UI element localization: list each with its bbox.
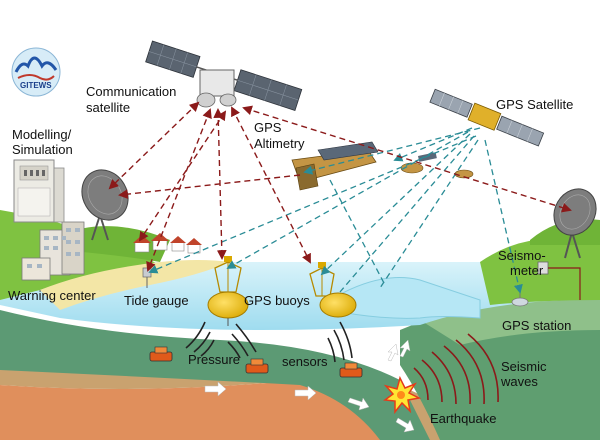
gps-buoys-label: GPS buoys [244, 293, 310, 308]
seismic-wave-arcs [413, 333, 499, 405]
sensors-label: sensors [282, 354, 328, 369]
pressure-label: Pressure [188, 352, 241, 367]
communication-satellite-icon [145, 40, 303, 111]
beach [40, 260, 230, 310]
gps-sat-label: GPS Satellite [496, 97, 574, 112]
modelling-label-1: Modelling/ [12, 127, 72, 142]
gps-buoy-left [207, 256, 249, 326]
gps-buoy-right [309, 262, 357, 318]
continental-upper [420, 290, 600, 345]
warning-center-building [21, 221, 85, 281]
modelling-label-2: Simulation [12, 142, 73, 157]
earthquake-icon [383, 375, 422, 415]
warning-center-label: Warning center [8, 288, 96, 303]
tide-gauge-label: Tide gauge [124, 293, 189, 308]
seismic-waves-label-1: Seismic [501, 359, 547, 374]
comm-sat-label-1: Communication [86, 84, 177, 99]
seismometer-icon [537, 261, 581, 300]
earthquake-label: Earthquake [430, 411, 497, 426]
gps-station-icon [511, 290, 529, 307]
seismometer-label-2: meter [510, 263, 544, 278]
plate-motion-arrows [204, 339, 415, 433]
communication-links [108, 101, 572, 272]
oceanic-crust [0, 310, 430, 440]
comm-sat-label-2: satellite [86, 100, 131, 115]
gps-altimetry-label-2: Altimetry [254, 136, 305, 151]
acoustic-signal-arcs [185, 321, 353, 363]
pressure-sensor-1 [149, 346, 173, 362]
pressure-sensor-3 [339, 362, 363, 378]
pressure-sensor-2 [245, 358, 269, 374]
gps-station-label: GPS station [502, 318, 572, 333]
supercomputer-icon [13, 159, 65, 223]
logo-text: GITEWS [20, 81, 52, 90]
gps-altimetry-label-1: GPS [254, 120, 282, 135]
tsunami-wave [329, 277, 481, 319]
gitews-logo [11, 47, 61, 97]
seismic-waves-label-2: waves [501, 374, 538, 389]
seismometer-label-1: Seismo- [498, 248, 546, 263]
